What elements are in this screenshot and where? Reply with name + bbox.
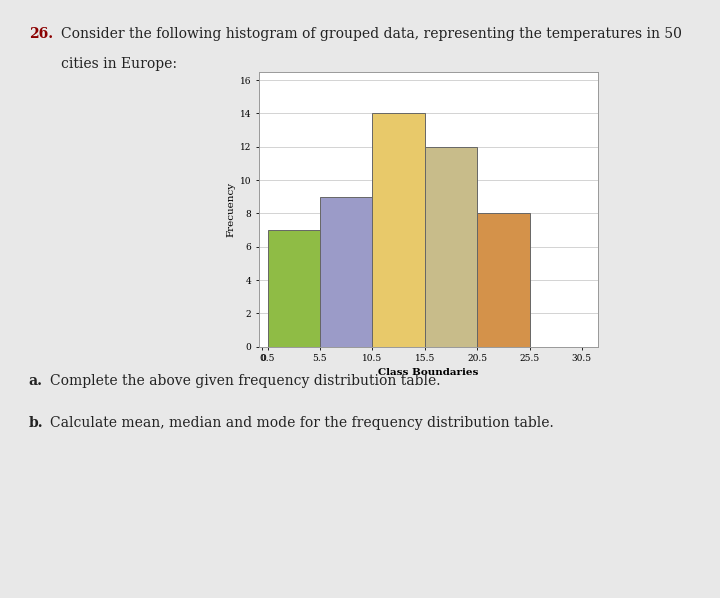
Text: Consider the following histogram of grouped data, representing the temperatures : Consider the following histogram of grou… [61,27,682,41]
Text: a.: a. [29,374,42,388]
Text: Calculate mean, median and mode for the frequency distribution table.: Calculate mean, median and mode for the … [50,416,554,429]
Text: b.: b. [29,416,43,429]
Y-axis label: Frecuency: Frecuency [227,182,236,237]
Bar [268,230,320,347]
Bar [425,147,477,347]
Text: Complete the above given frequency distribution table.: Complete the above given frequency distr… [50,374,441,388]
Bar [320,197,372,347]
X-axis label: Class Boundaries: Class Boundaries [378,368,479,377]
Text: 26.: 26. [29,27,53,41]
Bar [477,213,529,347]
Bar [372,114,425,347]
Text: cities in Europe:: cities in Europe: [61,57,177,71]
